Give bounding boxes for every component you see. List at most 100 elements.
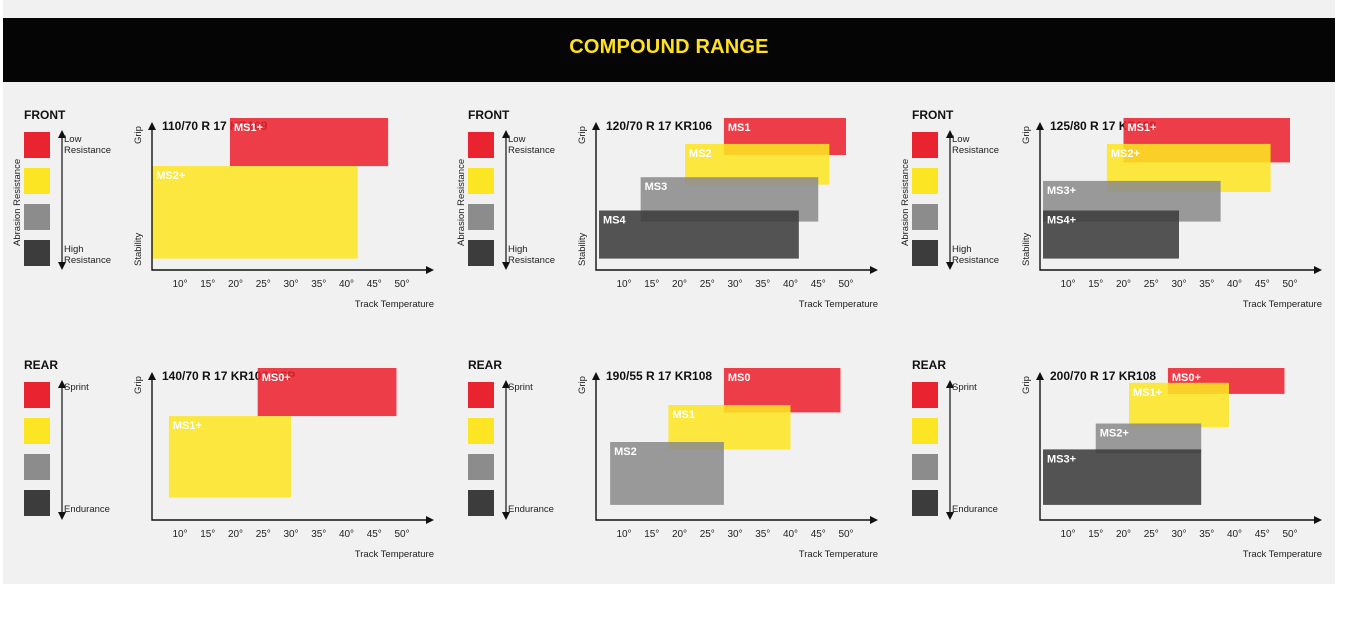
side-label-abrasion: Abrasion Resistance [456,158,467,246]
x-tick-label: 15° [200,529,215,540]
legend-swatch-dark [468,490,494,516]
position-label: REAR [468,358,503,372]
legend-swatch-dark [24,240,50,266]
legend-swatch-yellow [24,168,50,194]
range-bar-ms2-plus [1095,423,1202,454]
x-axis-label: Track Temperature [1243,299,1322,310]
axis-lines [151,128,428,271]
y-label-stability: Stability [577,232,588,266]
x-tick-label: 45° [811,279,826,290]
x-arrow-icon [870,516,878,524]
legend-arrow-icon [946,380,954,520]
x-tick-label: 50° [394,279,409,290]
bar-label: MS1+ [234,122,263,134]
position-label: REAR [912,358,947,372]
x-tick-label: 25° [700,529,715,540]
chart-title: 120/70 R 17 KR106 [606,119,712,133]
position-label: FRONT [468,108,510,122]
legend-swatch-yellow [468,418,494,444]
bar-label: MS1 [728,122,751,134]
x-tick-label: 50° [1282,279,1297,290]
range-chart: 200/70 R 17 KR108 MS0+ MS1+ MS2+ MS3+ Grip 10°… [1021,368,1322,560]
x-tick-label: 40° [783,279,798,290]
range-bar-ms0 [723,368,841,413]
x-tick-label: 10° [1060,529,1075,540]
x-axis-label: Track Temperature [355,299,434,310]
y-arrow-icon [592,122,600,130]
bar-label: MS1+ [173,420,202,432]
legend-arrow-icon [502,380,510,520]
legend-swatch-red [468,382,494,408]
x-tick-label: 50° [838,279,853,290]
x-tick-label: 40° [783,529,798,540]
legend-arrow-icon [58,130,66,270]
range-chart: 120/70 R 17 KR106 MS1 MS2 MS3 MS4 Grip Stabili… [577,118,878,310]
x-axis-label: Track Temperature [1243,549,1322,560]
legend-bottom-text: Endurance [952,504,998,515]
x-arrow-icon [426,516,434,524]
bar-label: MS1 [672,409,695,421]
legend-swatch-gray [468,204,494,230]
legend-swatch-yellow [24,418,50,444]
x-tick-label: 35° [311,529,326,540]
bar-label: MS3+ [1047,453,1076,465]
x-tick-label: 30° [1171,529,1186,540]
bar-label: MS4 [603,215,627,227]
chart-block: REAR Sprint Endurance 200/70 R 17 KR108 MS0+… [888,358,1332,588]
range-chart: 110/70 R 17 KR109MS1+MS2+GripStability10… [133,118,434,310]
side-label-abrasion: Abrasion Resistance [900,158,911,246]
x-tick-label: 40° [1227,279,1242,290]
x-tick-label: 15° [1088,279,1103,290]
x-tick-label: 25° [1144,529,1159,540]
y-label-grip: Grip [1021,126,1032,144]
x-tick-label: 20° [1116,279,1131,290]
x-tick-label: 20° [228,279,243,290]
x-axis-label: Track Temperature [799,549,878,560]
legend-swatch-dark [24,490,50,516]
x-tick-label: 45° [367,529,382,540]
range-bar-ms1-plus [168,416,291,498]
legend-top-text: Low Resistance [952,134,999,156]
legend-bottom-text: High Resistance [508,244,555,266]
x-tick-label: 15° [1088,529,1103,540]
legend-swatch-dark [468,240,494,266]
x-tick-label: 45° [367,279,382,290]
legend-top-text: Sprint [508,382,533,393]
axis-lines [595,378,872,521]
x-tick-label: 35° [755,279,770,290]
legend-swatch-gray [468,454,494,480]
range-bar-ms4-plus [1043,210,1179,259]
legend-bottom-text: Endurance [508,504,554,515]
chart-block: FRONT Low Resistance High Resistance Abrasi… [444,108,888,338]
range-bar-ms4 [599,210,799,259]
bar-label: MS3 [645,181,668,193]
range-bar-ms3-plus [1043,449,1202,505]
chart-block: FRONT Low Resistance High Resistance Abrasi… [888,108,1332,338]
x-tick-label: 40° [1227,529,1242,540]
legend-swatch-red [468,132,494,158]
chart-block: FRONT Low Resistance High Resistance Abrasi… [0,108,444,338]
legend-top-text: Low Resistance [508,134,555,156]
x-tick-label: 15° [200,279,215,290]
x-tick-label: 50° [838,529,853,540]
bar-label: MS2 [689,148,712,160]
legend-swatch-yellow [912,418,938,444]
x-tick-label: 10° [616,529,631,540]
legend-swatch-red [24,132,50,158]
x-tick-label: 30° [727,529,742,540]
x-tick-label: 50° [394,529,409,540]
legend-swatch-gray [912,204,938,230]
bar-label: MS2+ [1111,148,1140,160]
y-arrow-icon [1036,122,1044,130]
bar-label: MS2 [614,446,637,458]
x-axis-label: Track Temperature [799,299,878,310]
x-tick-label: 10° [172,279,187,290]
x-tick-label: 40° [339,529,354,540]
x-tick-label: 30° [283,279,298,290]
x-arrow-icon [1314,266,1322,274]
chart-title: 200/70 R 17 KR108 [1050,369,1156,383]
chart-block: REAR Sprint Endurance 190/55 R 17 KR108 MS0 M… [444,358,888,588]
x-tick-label: 10° [1060,279,1075,290]
bar-label: MS2+ [1100,428,1129,440]
legend-swatch-red [912,132,938,158]
